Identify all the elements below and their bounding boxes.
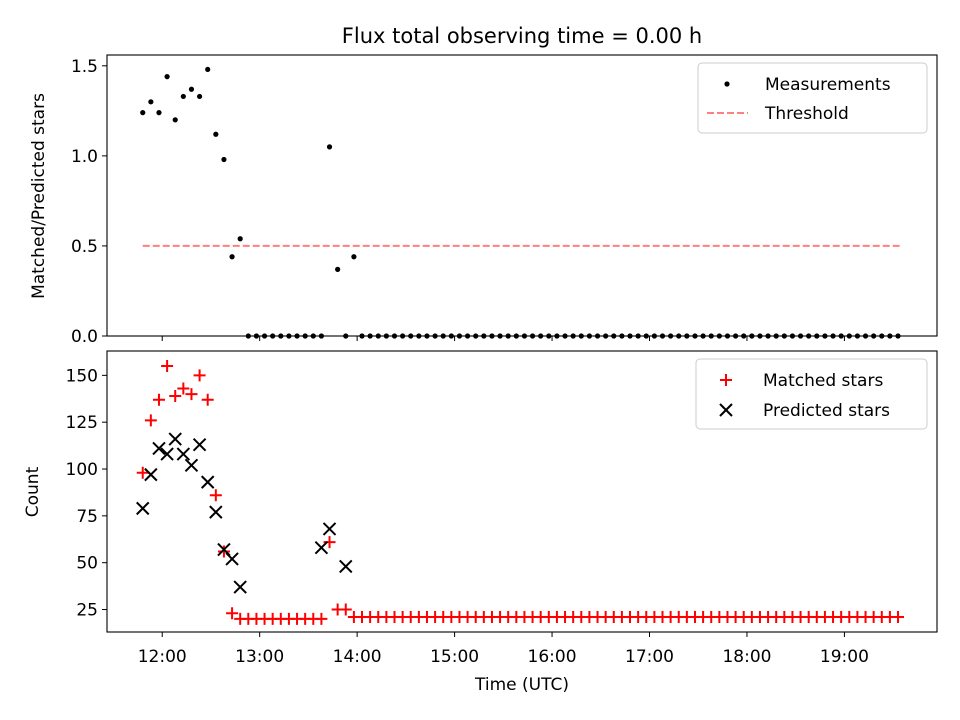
measurement-point — [221, 156, 227, 163]
top-plot-frame — [106, 54, 938, 337]
bottom-ytick-label: 75 — [76, 507, 98, 527]
matched-star-point — [892, 611, 905, 624]
measurement-point — [188, 86, 195, 92]
top-ytick-label: 0.5 — [71, 237, 98, 257]
measurement-point — [140, 110, 146, 116]
matched-star-point — [161, 359, 174, 372]
predicted-star-point — [168, 432, 182, 446]
predicted-star-point — [339, 559, 353, 574]
predicted-star-point — [136, 501, 150, 516]
bottom-legend-box — [695, 358, 928, 430]
xtick-label: 19:00 — [820, 647, 869, 667]
top-ytick-label: 1.0 — [71, 147, 98, 167]
predicted-star-point — [176, 447, 191, 461]
legend-measurements-marker — [724, 81, 730, 87]
bottom-ytick-label: 50 — [76, 554, 98, 574]
xtick-label: 13:00 — [235, 647, 284, 667]
chart-title: Flux total observing time = 0.00 h — [342, 24, 702, 48]
legend-predicted-marker — [719, 403, 733, 417]
xtick-label: 17:00 — [625, 647, 674, 667]
legend-predicted-label: Predicted stars — [763, 401, 890, 421]
measurement-point — [180, 93, 186, 100]
predicted-star-point — [200, 475, 215, 489]
matched-star-point — [315, 612, 328, 625]
measurement-point — [148, 99, 154, 105]
matched-star-point — [177, 382, 190, 395]
bottom-ytick-label: 150 — [66, 366, 98, 386]
matched-star-point — [152, 393, 165, 406]
matched-star-point — [339, 603, 352, 616]
top-ytick-label: 1.5 — [71, 57, 98, 77]
xtick-label: 15:00 — [430, 647, 479, 667]
matched-star-point — [185, 388, 198, 401]
xtick-label: 16:00 — [528, 647, 577, 667]
legend-threshold-label: Threshold — [764, 104, 849, 124]
measurement-point — [237, 236, 243, 242]
bottom-panel: 25 50 75 100 125 150 12:00 13:00 14:00 15:00 16:0… — [23, 350, 938, 695]
bottom-y-axis-label: Count — [23, 466, 43, 517]
measurement-point — [196, 93, 203, 100]
predicted-star-point — [160, 447, 174, 461]
predicted-star-point — [225, 552, 239, 566]
matched-star-point — [201, 393, 214, 406]
matched-star-point — [136, 466, 149, 479]
matched-star-point — [209, 489, 222, 502]
measurement-point — [335, 266, 341, 272]
measurement-point — [326, 144, 333, 150]
measurement-point — [205, 66, 211, 73]
matched-star-point — [169, 389, 182, 402]
matched-star-point — [323, 536, 336, 549]
matched-star-point — [226, 607, 239, 620]
top-legend: Measurements Threshold — [697, 62, 928, 134]
bottom-ytick-label: 100 — [66, 460, 98, 480]
matched-star-point — [193, 369, 206, 382]
measurement-point — [156, 110, 162, 116]
measurement-point — [213, 131, 219, 137]
matched-star-point — [144, 414, 157, 427]
predicted-star-point — [192, 437, 207, 452]
measurement-point — [164, 74, 170, 80]
predicted-star-point — [314, 540, 329, 555]
legend-matched-label: Matched stars — [763, 371, 883, 391]
x-axis-label: Time (UTC) — [474, 675, 569, 695]
top-y-axis-label: Matched/Predicted stars — [29, 93, 49, 299]
legend-matched-marker — [720, 374, 732, 386]
predicted-star-point — [144, 467, 158, 482]
top-legend-box — [697, 62, 928, 134]
predicted-star-point — [184, 458, 199, 472]
bottom-ytick-label: 125 — [66, 413, 98, 433]
xtick-label: 18:00 — [722, 647, 771, 667]
xtick-label: 12:00 — [138, 647, 187, 667]
xtick-label: 14:00 — [333, 647, 382, 667]
matched-star-point — [217, 545, 230, 558]
predicted-star-point — [233, 580, 247, 594]
predicted-star-point — [152, 441, 166, 456]
measurement-point — [351, 254, 357, 260]
bottom-plot-frame — [106, 350, 938, 633]
bottom-ytick-label: 25 — [76, 601, 98, 621]
top-panel: 0.0 0.5 1.0 1.5 Matched/Predicted stars Mea… — [29, 54, 938, 347]
legend-measurements-label: Measurements — [765, 75, 891, 95]
measurement-point — [172, 117, 178, 123]
predicted-star-point — [322, 522, 337, 536]
measurement-point — [229, 254, 235, 260]
predicted-star-point — [209, 505, 223, 519]
top-ytick-label: 0.0 — [71, 327, 98, 347]
bottom-legend: Matched stars Predicted stars — [695, 358, 928, 430]
